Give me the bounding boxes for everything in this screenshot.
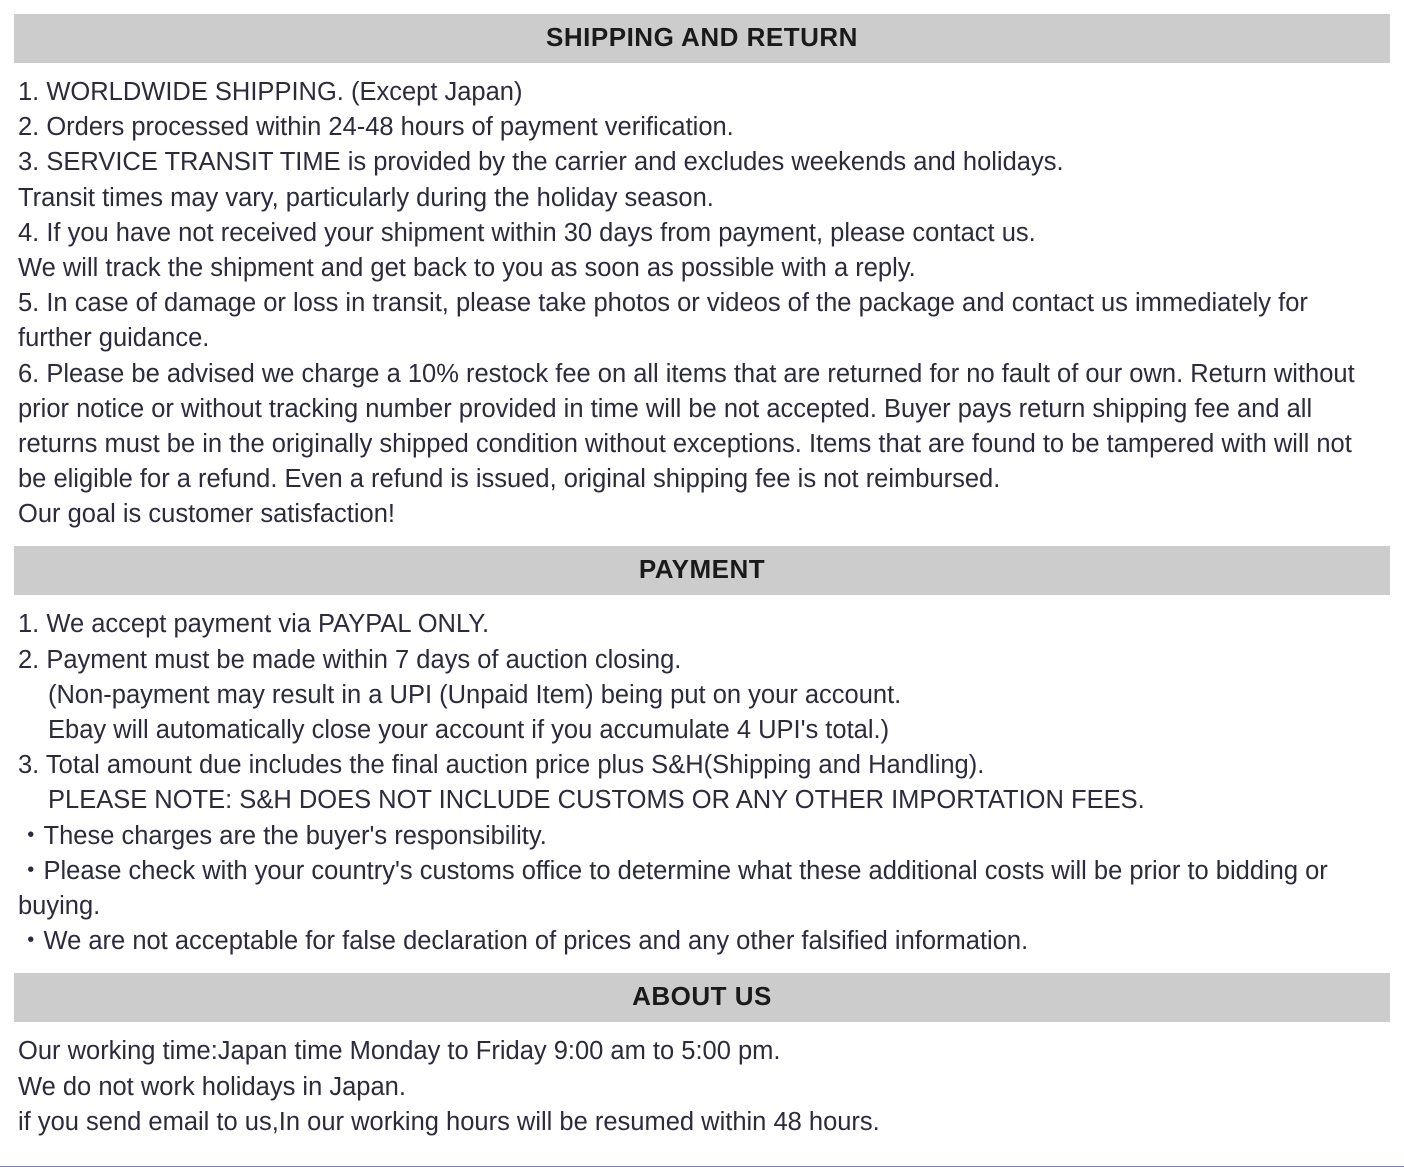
text-line: 6. Please be advised we charge a 10% res… bbox=[18, 357, 1386, 498]
text-line: if you send email to us,In our working h… bbox=[18, 1105, 1386, 1140]
text-line: 4. If you have not received your shipmen… bbox=[18, 216, 1386, 251]
text-line: 1. We accept payment via PAYPAL ONLY. bbox=[18, 607, 1386, 642]
text-line: 2. Payment must be made within 7 days of… bbox=[18, 643, 1386, 678]
section-body-about: Our working time:Japan time Monday to Fr… bbox=[14, 1034, 1390, 1140]
section-header-payment: PAYMENT bbox=[14, 546, 1390, 595]
text-line: Transit times may vary, particularly dur… bbox=[18, 181, 1386, 216]
section-body-shipping: 1. WORLDWIDE SHIPPING. (Except Japan) 2.… bbox=[14, 75, 1390, 532]
text-line: We will track the shipment and get back … bbox=[18, 251, 1386, 286]
document-container: SHIPPING AND RETURN 1. WORLDWIDE SHIPPIN… bbox=[0, 14, 1404, 1154]
text-line: 1. WORLDWIDE SHIPPING. (Except Japan) bbox=[18, 75, 1386, 110]
text-line: (Non-payment may result in a UPI (Unpaid… bbox=[18, 678, 1386, 713]
text-line: ・Please check with your country's custom… bbox=[18, 854, 1386, 924]
text-line: We do not work holidays in Japan. bbox=[18, 1070, 1386, 1105]
text-line: Our goal is customer satisfaction! bbox=[18, 497, 1386, 532]
text-line: 2. Orders processed within 24-48 hours o… bbox=[18, 110, 1386, 145]
section-header-about: ABOUT US bbox=[14, 973, 1390, 1022]
text-line: 5. In case of damage or loss in transit,… bbox=[18, 286, 1386, 356]
text-line: Ebay will automatically close your accou… bbox=[18, 713, 1386, 748]
section-body-payment: 1. We accept payment via PAYPAL ONLY. 2.… bbox=[14, 607, 1390, 959]
text-line: 3. Total amount due includes the final a… bbox=[18, 748, 1386, 783]
text-line: ・These charges are the buyer's responsib… bbox=[18, 819, 1386, 854]
text-line: ・We are not acceptable for false declara… bbox=[18, 924, 1386, 959]
text-line: 3. SERVICE TRANSIT TIME is provided by t… bbox=[18, 145, 1386, 180]
section-header-shipping: SHIPPING AND RETURN bbox=[14, 14, 1390, 63]
text-line: Our working time:Japan time Monday to Fr… bbox=[18, 1034, 1386, 1069]
text-line: PLEASE NOTE: S&H DOES NOT INCLUDE CUSTOM… bbox=[18, 783, 1386, 818]
